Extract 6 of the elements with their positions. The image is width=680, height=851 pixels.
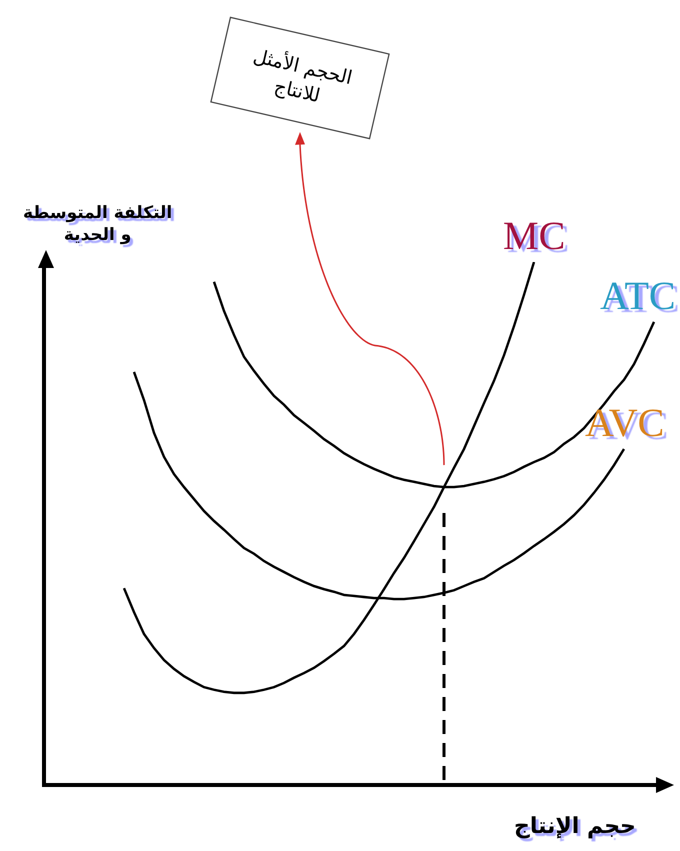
text: الحجم الأمثل للانتاج xyxy=(251,43,355,108)
series-label: ATC xyxy=(600,273,676,318)
x-axis-title: حجم الإنتاج xyxy=(514,814,636,839)
y-axis-title: التكلفة المتوسطة و الحدية xyxy=(23,203,172,246)
series-label: MC xyxy=(503,213,566,258)
series-label: AVC xyxy=(585,400,664,445)
